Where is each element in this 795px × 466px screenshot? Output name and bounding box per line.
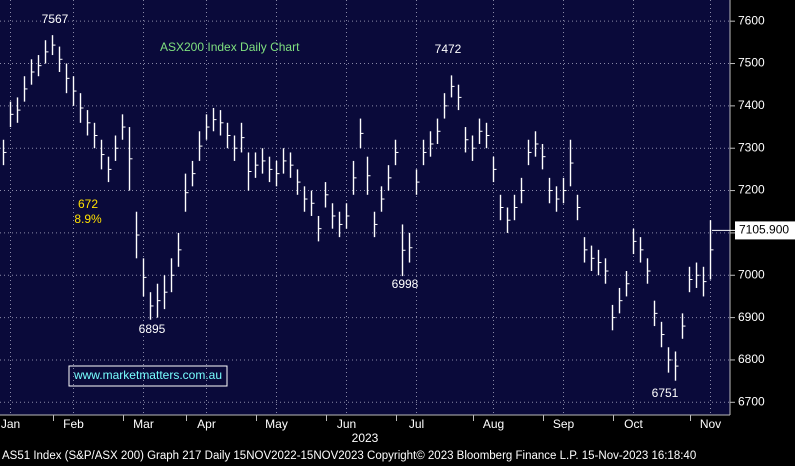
footer: AS51 Index (S&P/ASX 200) Graph 217 Daily…	[2, 450, 696, 462]
x-tick-label: Jan	[1, 417, 20, 431]
last-price-box	[735, 221, 795, 240]
annotation: 7472	[435, 42, 462, 56]
x-tick-label: Oct	[624, 417, 643, 431]
x-tick-label: Sep	[553, 417, 575, 431]
annotation: 672	[78, 197, 98, 211]
annotation: www.marketmatters.com.au	[73, 368, 222, 382]
x-tick-label: May	[265, 417, 288, 431]
y-tick-label: 6800	[738, 352, 765, 366]
x-tick-label: Apr	[197, 417, 216, 431]
annotation: 8.9%	[74, 212, 102, 226]
y-tick-label: 7200	[738, 183, 765, 197]
y-tick-label: 7600	[738, 13, 765, 27]
annotation: 6751	[652, 386, 679, 400]
chart-title: ASX200 Index Daily Chart	[160, 40, 300, 54]
y-tick-label: 7500	[738, 56, 765, 70]
x-tick-label: Jul	[409, 417, 424, 431]
annotation: 6895	[139, 322, 166, 336]
annotation: 7567	[42, 12, 69, 26]
last-price-label: 7105.900	[739, 223, 789, 237]
x-tick-label: Jun	[337, 417, 356, 431]
x-tick-label: Aug	[483, 417, 504, 431]
link-box	[68, 365, 228, 387]
y-tick-label: 7000	[738, 267, 765, 281]
x-axis-label: 2023	[352, 431, 379, 445]
plot-area	[0, 0, 730, 415]
annotation: 6998	[392, 277, 419, 291]
x-tick-label: Feb	[63, 417, 84, 431]
x-tick-label: Nov	[700, 417, 721, 431]
x-tick-label: Mar	[133, 417, 154, 431]
y-tick-label: 6700	[738, 394, 765, 408]
y-tick-label: 7400	[738, 98, 765, 112]
y-tick-label: 6900	[738, 310, 765, 324]
y-tick-label: 7300	[738, 140, 765, 154]
